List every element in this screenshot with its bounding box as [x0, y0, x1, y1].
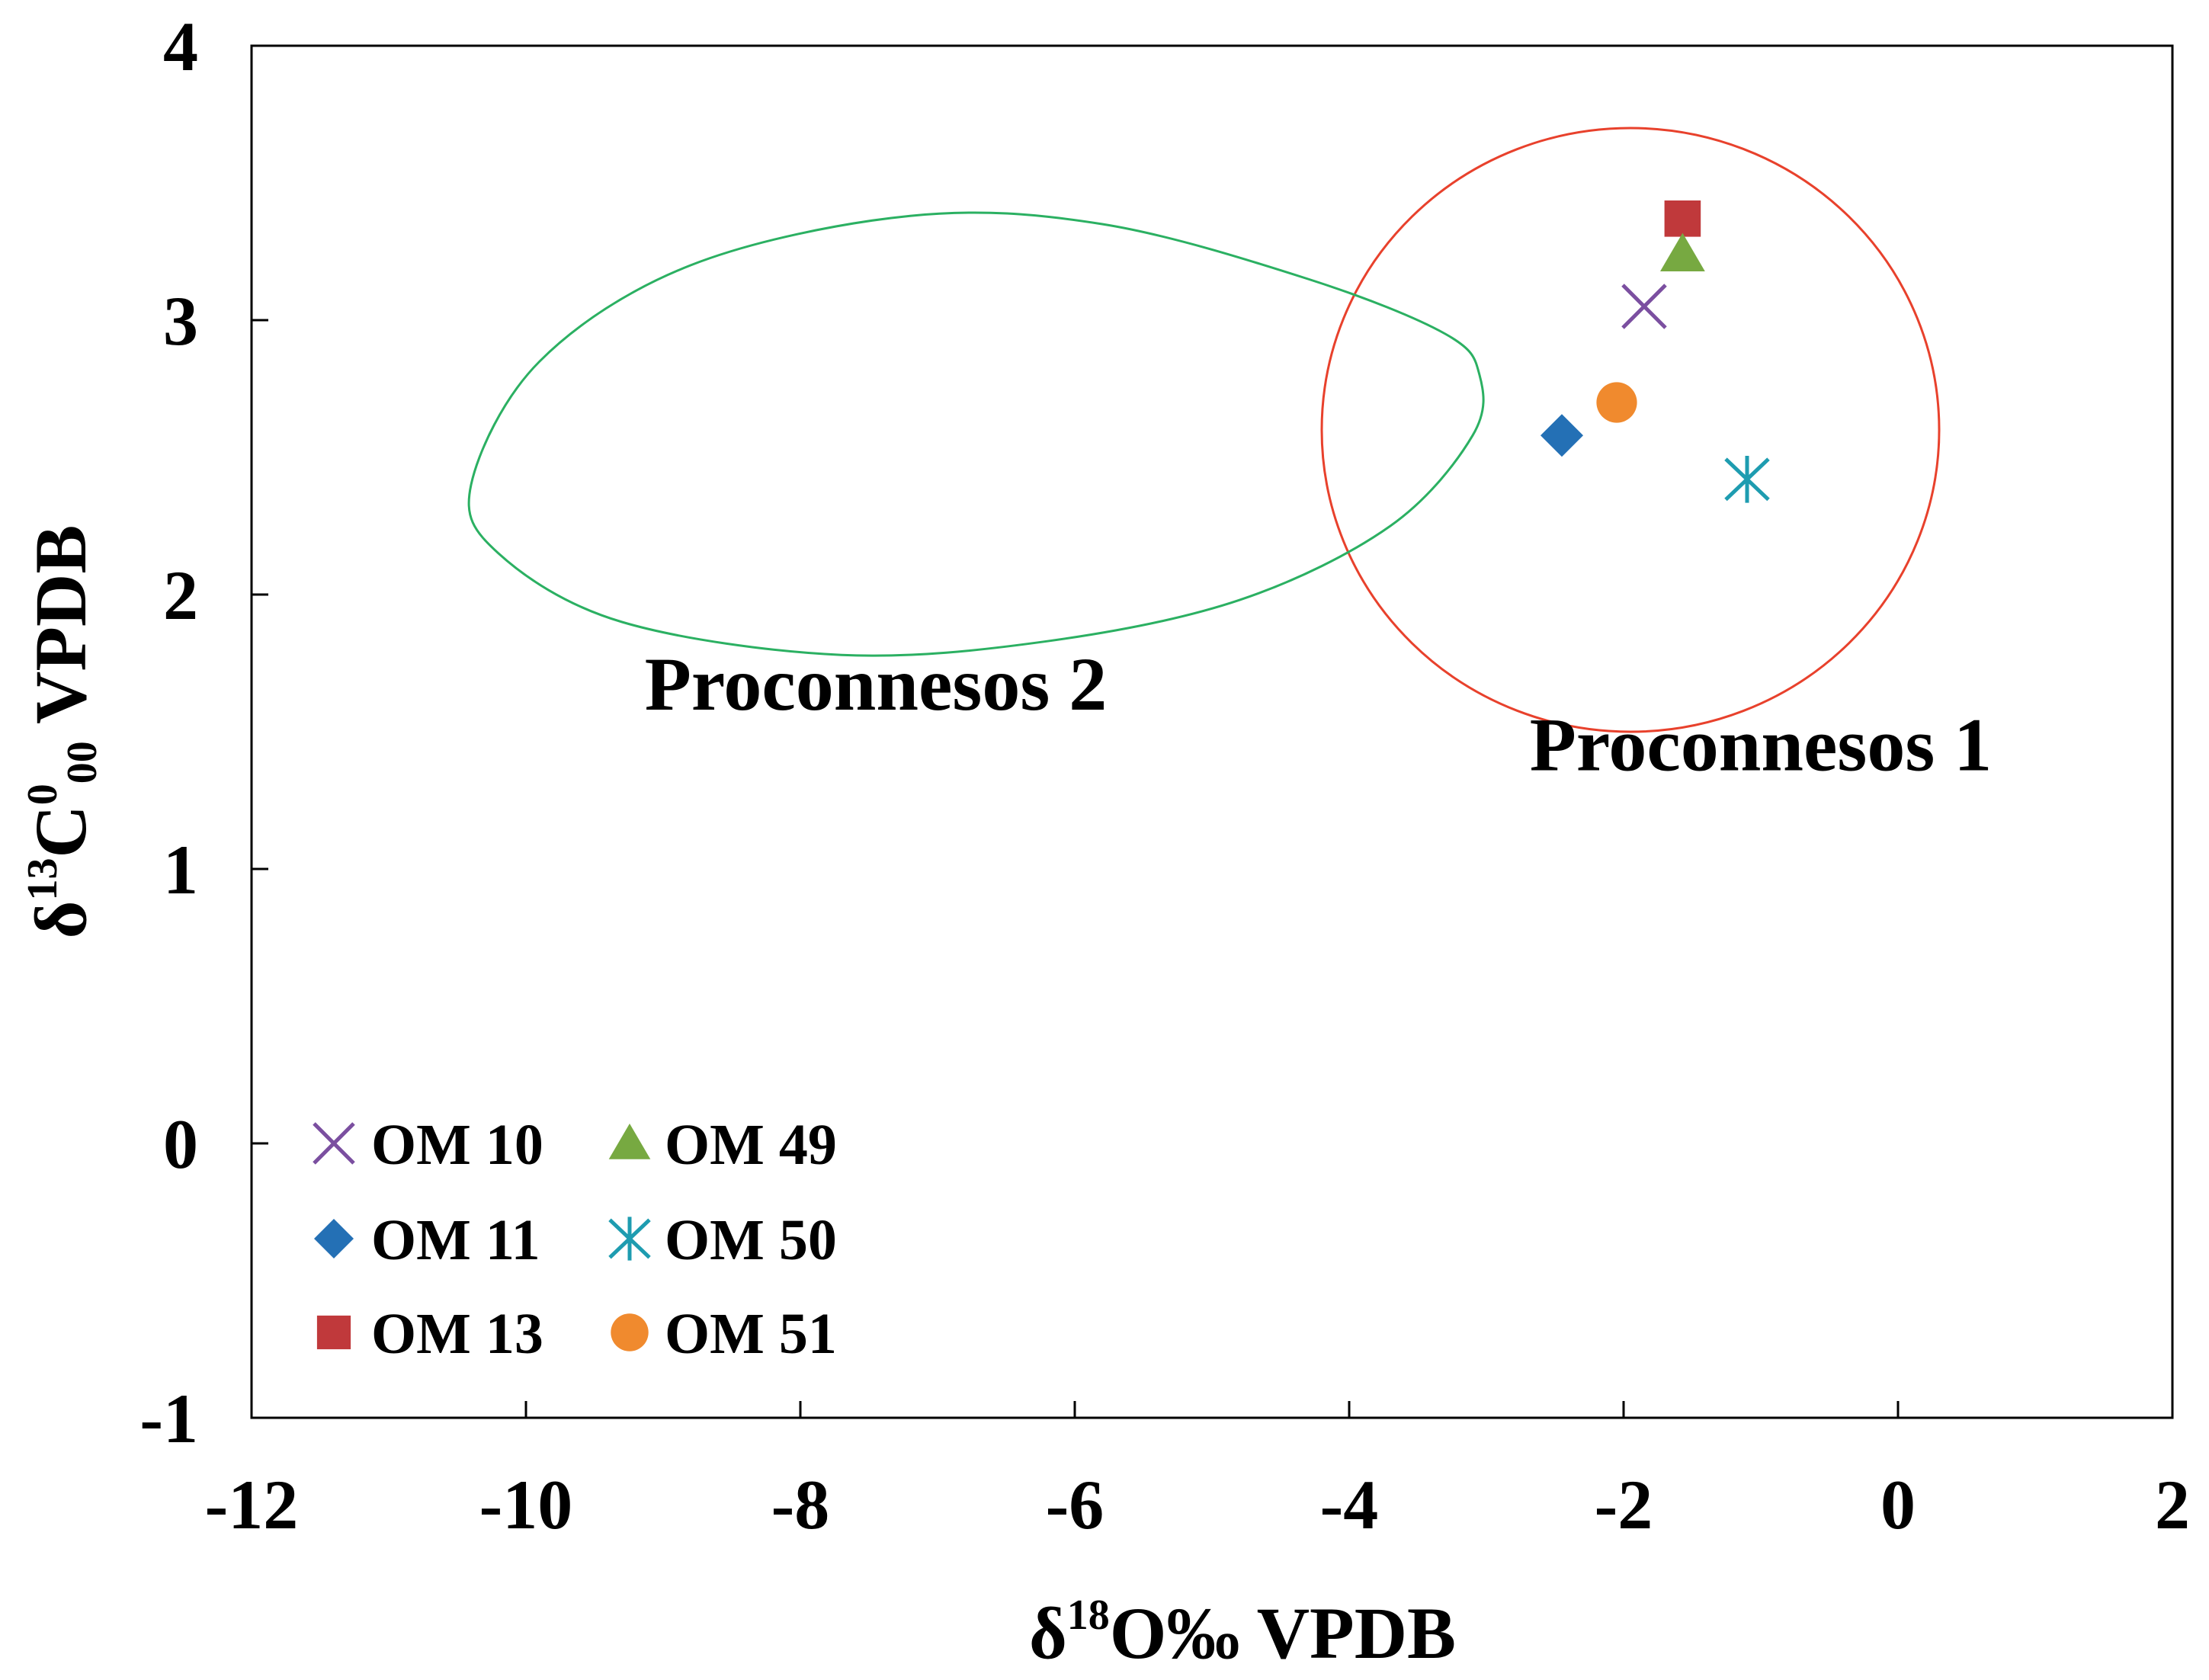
x-tick-label: -4 — [1320, 1466, 1379, 1544]
y-tick-label: -1 — [139, 1380, 198, 1457]
proconnesos-1-region — [1320, 127, 1941, 733]
region-label-proconnesos-1: Proconnesos 1 — [1530, 702, 1993, 787]
x-tick-label: -10 — [479, 1466, 573, 1544]
data-point-om-49 — [1660, 232, 1705, 271]
legend-label: OM 11 — [371, 1208, 540, 1272]
legend-item-om-50: OM 50 — [608, 1208, 837, 1272]
legend-item-om-10: OM 10 — [313, 1113, 543, 1177]
y-tick-label: 0 — [163, 1105, 198, 1183]
y-axis-title: δ13C000 VPDB — [19, 525, 106, 939]
legend-item-om-51: OM 51 — [611, 1302, 837, 1366]
legend-marker — [316, 1315, 351, 1350]
annotation-layer: Proconnesos 2 Proconnesos 1 — [645, 642, 1993, 787]
legend-item-om-11: OM 11 — [314, 1208, 540, 1272]
legend-item-om-49: OM 49 — [608, 1113, 837, 1177]
region-label-proconnesos-2: Proconnesos 2 — [645, 642, 1108, 726]
x-tick-label: -2 — [1595, 1466, 1653, 1544]
legend-label: OM 49 — [665, 1113, 837, 1177]
plot-frame — [250, 44, 2174, 1419]
y-tick-label: 3 — [163, 282, 198, 360]
legend-label: OM 10 — [371, 1113, 543, 1177]
x-tick-label: 2 — [2155, 1466, 2190, 1544]
points-layer — [1541, 200, 1770, 503]
data-point-om-13 — [1664, 200, 1701, 237]
legend-marker — [314, 1219, 354, 1258]
legend-item-om-13: OM 13 — [316, 1302, 543, 1366]
legend-marker — [608, 1124, 651, 1159]
data-point-om-50 — [1724, 456, 1770, 503]
legend-label: OM 13 — [371, 1302, 543, 1366]
legend-marker — [313, 1122, 355, 1165]
x-axis-title: δ18O‰ VPDB — [1029, 1592, 1456, 1674]
regions-layer — [467, 127, 1941, 733]
x-tick-label: -8 — [771, 1466, 830, 1544]
legend-marker — [608, 1217, 651, 1261]
y-tick-label: 2 — [163, 556, 198, 634]
x-tick-label: -12 — [205, 1466, 299, 1544]
legend-marker — [611, 1313, 649, 1351]
x-tick-label: 0 — [1880, 1466, 1916, 1544]
legend: OM 10 OM 11 OM 13 OM 49 OM 50 OM 51 — [313, 1113, 837, 1366]
legend-label: OM 51 — [665, 1302, 837, 1366]
data-point-om-51 — [1596, 382, 1637, 423]
data-point-om-11 — [1541, 414, 1583, 457]
y-tick-label: 1 — [163, 831, 198, 909]
proconnesos-2-region — [467, 211, 1485, 657]
y-tick-label: 4 — [163, 8, 198, 85]
data-point-om-10 — [1621, 284, 1667, 329]
legend-label: OM 50 — [665, 1208, 837, 1272]
x-tick-label: -6 — [1046, 1466, 1104, 1544]
